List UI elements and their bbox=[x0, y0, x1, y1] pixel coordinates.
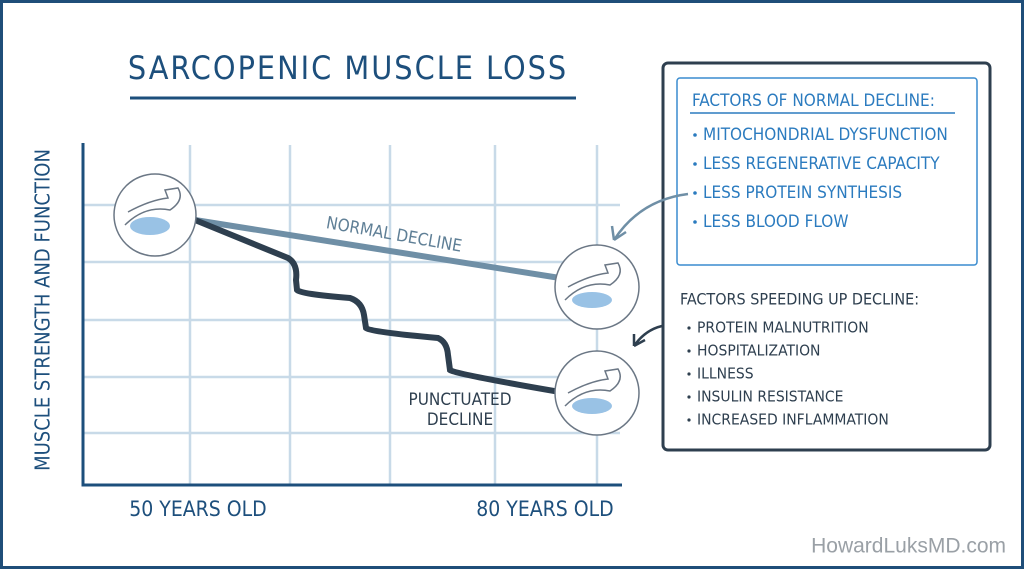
speeding-factor: INSULIN RESISTANCE bbox=[697, 388, 843, 406]
normal-factor: MITOCHONDRIAL DYSFUNCTION bbox=[703, 125, 948, 145]
normal-factor: LESS REGENERATIVE CAPACITY bbox=[703, 154, 940, 174]
arrow bbox=[610, 192, 689, 242]
bullet bbox=[687, 326, 691, 330]
bullet bbox=[687, 372, 691, 376]
normal-factors-heading: FACTORS OF NORMAL DECLINE: bbox=[692, 91, 935, 111]
punctuated-label: PUNCTUATED bbox=[409, 390, 512, 410]
arm-icons bbox=[113, 173, 640, 436]
speeding-factor: ILLNESS bbox=[697, 365, 754, 383]
speeding-factors-heading: FACTORS SPEEDING UP DECLINE: bbox=[680, 290, 919, 309]
x-label: 80 YEARS OLD bbox=[476, 497, 613, 521]
bullet bbox=[687, 418, 691, 422]
punctuated-label: DECLINE bbox=[427, 410, 493, 430]
punctuated-decline-line bbox=[193, 217, 561, 395]
axes bbox=[81, 143, 622, 487]
bullet bbox=[693, 191, 697, 195]
speeding-factor: PROTEIN MALNUTRITION bbox=[697, 319, 869, 337]
bullet bbox=[693, 162, 697, 166]
bullet bbox=[687, 395, 691, 399]
normal-factor: LESS BLOOD FLOW bbox=[703, 212, 848, 232]
arrow bbox=[632, 324, 663, 348]
bullet bbox=[693, 220, 697, 224]
watermark: HowardLuksMD.com bbox=[811, 535, 1006, 558]
title: SARCOPENIC MUSCLE LOSS bbox=[128, 49, 568, 87]
speeding-factor: HOSPITALIZATION bbox=[697, 342, 820, 360]
normal-factors-box bbox=[676, 77, 978, 266]
speeding-factor: INCREASED INFLAMMATION bbox=[697, 411, 889, 429]
normal-decline-line bbox=[194, 217, 561, 281]
bullet bbox=[693, 133, 697, 137]
bullet bbox=[687, 349, 691, 353]
y-axis-label: MUSCLE STRENGTH AND FUNCTION bbox=[31, 149, 55, 471]
normal-factor: LESS PROTEIN SYNTHESIS bbox=[703, 183, 902, 203]
x-label: 50 YEARS OLD bbox=[129, 497, 266, 521]
